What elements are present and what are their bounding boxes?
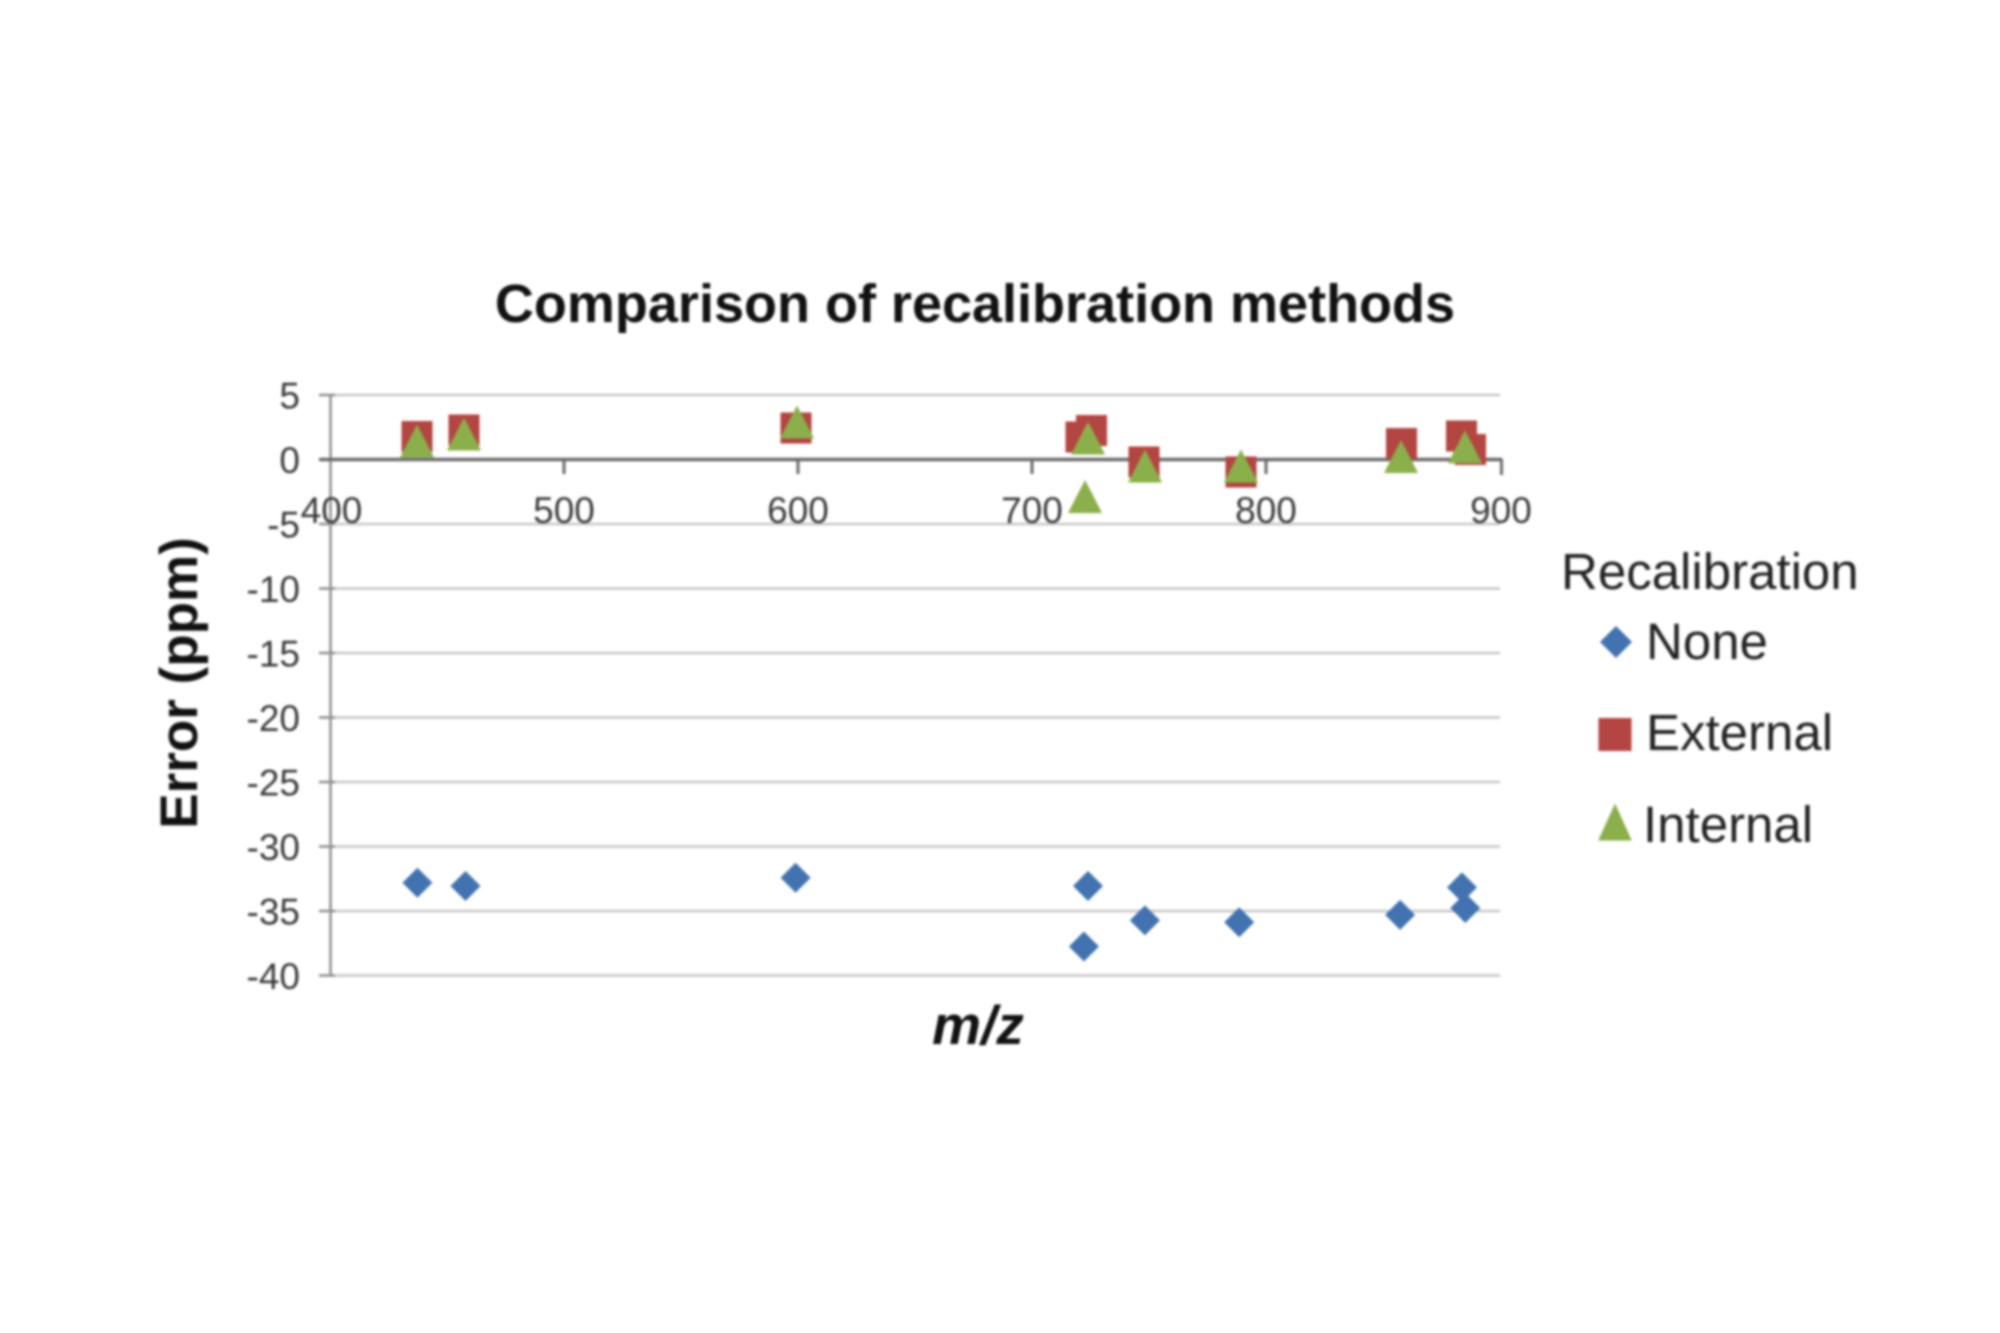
svg-text:None: None <box>1646 613 1768 670</box>
svg-text:-40: -40 <box>247 956 300 997</box>
svg-text:0: 0 <box>279 440 300 481</box>
svg-text:-30: -30 <box>247 827 300 868</box>
svg-text:5: 5 <box>279 376 300 417</box>
svg-text:m/z: m/z <box>932 994 1024 1056</box>
svg-text:External: External <box>1646 704 1833 761</box>
svg-text:Recalibration: Recalibration <box>1561 543 1859 600</box>
svg-text:-25: -25 <box>247 763 300 804</box>
svg-text:-5: -5 <box>267 505 300 546</box>
svg-text:Error (ppm): Error (ppm) <box>150 537 209 829</box>
svg-text:-15: -15 <box>247 634 300 675</box>
svg-text:500: 500 <box>533 490 595 531</box>
svg-text:400: 400 <box>301 490 363 531</box>
svg-text:-10: -10 <box>247 569 300 610</box>
svg-text:700: 700 <box>1001 490 1063 531</box>
svg-text:800: 800 <box>1235 490 1297 531</box>
svg-text:Internal: Internal <box>1643 796 1813 853</box>
svg-text:-35: -35 <box>247 892 300 933</box>
svg-text:600: 600 <box>767 490 829 531</box>
svg-text:Comparison of recalibration me: Comparison of recalibration methods <box>495 274 1455 334</box>
svg-text:-20: -20 <box>247 698 300 739</box>
svg-text:900: 900 <box>1470 490 1532 531</box>
